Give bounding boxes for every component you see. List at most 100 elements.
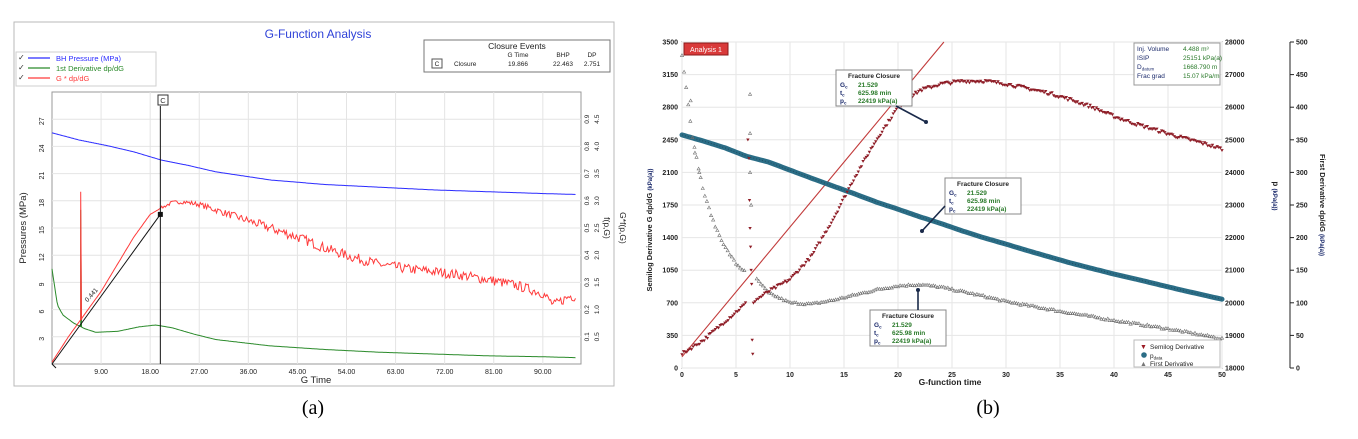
semilog-derivative-point — [1110, 113, 1115, 117]
y-tick-label: 3500 — [662, 40, 678, 47]
first-derivative-point — [1167, 327, 1173, 332]
legend-check-icon[interactable]: ✓ — [18, 53, 25, 62]
first-derivative-point — [1116, 319, 1121, 324]
first-derivative-point — [916, 282, 921, 287]
first-derivative-point — [966, 291, 971, 295]
first-derivative-point — [684, 85, 689, 89]
semilog-derivative-point — [845, 190, 849, 194]
first-derivative-point — [989, 295, 994, 300]
series-line-bh-pressure — [51, 132, 576, 195]
semilog-derivative-point — [1134, 124, 1138, 128]
panel-a-title: G-Function Analysis — [265, 27, 372, 41]
first-derivative-point — [1147, 323, 1152, 328]
first-derivative-point — [787, 299, 793, 304]
semilog-derivative-point — [746, 138, 750, 142]
first-derivative-point — [756, 278, 761, 283]
semilog-derivative-point — [862, 157, 867, 161]
callout-value: 625.98 min — [892, 330, 925, 337]
first-derivative-point — [729, 254, 734, 259]
legend-check-icon[interactable]: ✓ — [18, 73, 25, 82]
semilog-derivative-point — [1050, 91, 1054, 95]
semilog-derivative-point — [894, 107, 899, 111]
semilog-derivative-point — [982, 81, 986, 85]
panel-a-legend: ✓ BH Pressure (MPa) ✓ 1st Derivative dp/… — [15, 51, 157, 87]
first-derivative-point — [1008, 299, 1013, 304]
series-line-g-dpdg — [51, 191, 576, 363]
first-derivative-point — [1082, 312, 1088, 317]
first-derivative-point — [1155, 324, 1160, 329]
right-tick-label-1: 0.3 — [584, 278, 591, 287]
first-derivative-point — [1080, 312, 1085, 317]
legend-item-bh-pressure[interactable]: ✓ BH Pressure (MPa) — [18, 53, 122, 63]
first-derivative-point — [1184, 329, 1189, 333]
semilog-derivative-point — [996, 80, 1000, 84]
first-derivative-point — [1068, 311, 1073, 315]
callout-arrow-head — [920, 229, 924, 233]
first-derivative-point — [897, 283, 903, 287]
first-derivative-point — [1163, 326, 1169, 330]
first-derivative-point — [1032, 304, 1038, 309]
p-tick-label: 27000 — [1225, 72, 1245, 79]
callout-key: tc — [874, 330, 879, 338]
semilog-derivative-point — [1172, 135, 1177, 139]
x-tick-label: 90.00 — [534, 369, 552, 376]
first-derivative-point — [1105, 316, 1110, 321]
panel-b-xlabel: G-function time — [919, 377, 982, 387]
semilog-derivative-point — [807, 259, 811, 263]
semilog-derivative-point — [861, 159, 865, 163]
semilog-derivative-point — [1201, 143, 1205, 147]
semilog-derivative-point — [912, 93, 916, 97]
x-tick-label: 40 — [1110, 372, 1118, 379]
first-derivative-point — [747, 91, 753, 96]
semilog-derivative-point — [751, 352, 755, 356]
y-tick-label: 18 — [39, 199, 46, 207]
closure-marker-box[interactable] — [157, 94, 169, 106]
callout-arrow-head — [916, 288, 920, 292]
semilog-derivative-point — [1136, 121, 1140, 125]
first-derivative-point — [939, 284, 944, 289]
semilog-derivative-point — [1193, 139, 1197, 143]
first-derivative-point — [721, 242, 726, 247]
semilog-derivative-point — [1132, 123, 1137, 127]
closure-marker-label: C — [160, 96, 166, 105]
semilog-derivative-point — [1080, 101, 1084, 105]
first-derivative-point — [1035, 304, 1040, 309]
semilog-derivative-point — [750, 338, 754, 342]
closure-row-marker-box[interactable] — [431, 58, 443, 69]
p-tick-label: 20000 — [1225, 300, 1245, 307]
callout-value: 21.529 — [892, 322, 912, 329]
first-derivative-point — [1113, 319, 1119, 323]
first-derivative-point — [960, 288, 965, 293]
first-derivative-point — [1126, 319, 1131, 324]
semilog-derivative-point — [963, 79, 967, 83]
semilog-derivative-point — [1210, 143, 1215, 147]
right-tick-label-2: 1.0 — [594, 305, 601, 314]
first-derivative-point — [987, 294, 992, 299]
first-derivative-point — [747, 131, 753, 135]
first-derivative-point — [1186, 330, 1191, 334]
semilog-derivative-point — [1072, 100, 1076, 104]
legend-item-1st-derivative[interactable]: ✓ 1st Derivative dp/dG — [18, 63, 124, 73]
first-derivative-point — [1130, 320, 1135, 325]
legend-check-icon[interactable]: ✓ — [18, 63, 25, 72]
semilog-derivative-point — [680, 353, 684, 357]
legend-label: 1st Derivative dp/dG — [56, 64, 124, 73]
info-value: 25151 kPa(a) — [1183, 55, 1222, 62]
first-derivative-point — [1199, 332, 1204, 337]
semilog-derivative-point — [729, 316, 733, 320]
semilog-derivative-point — [1213, 146, 1218, 150]
first-derivative-point — [908, 283, 913, 288]
semilog-derivative-point — [804, 260, 808, 264]
legend-item-g-dpdg[interactable]: ✓ G * dp/dG — [18, 73, 90, 83]
semilog-derivative-point — [808, 254, 813, 258]
first-derivative-point — [783, 298, 788, 302]
p-tick-label: 22000 — [1225, 235, 1245, 242]
y-tick-label: 350 — [666, 333, 678, 340]
semilog-derivative-point — [1161, 129, 1165, 133]
first-derivative-point — [700, 186, 705, 190]
analysis-tag[interactable] — [683, 42, 729, 56]
first-derivative-tick-label: 350 — [1296, 137, 1308, 144]
first-derivative-point — [754, 276, 759, 281]
